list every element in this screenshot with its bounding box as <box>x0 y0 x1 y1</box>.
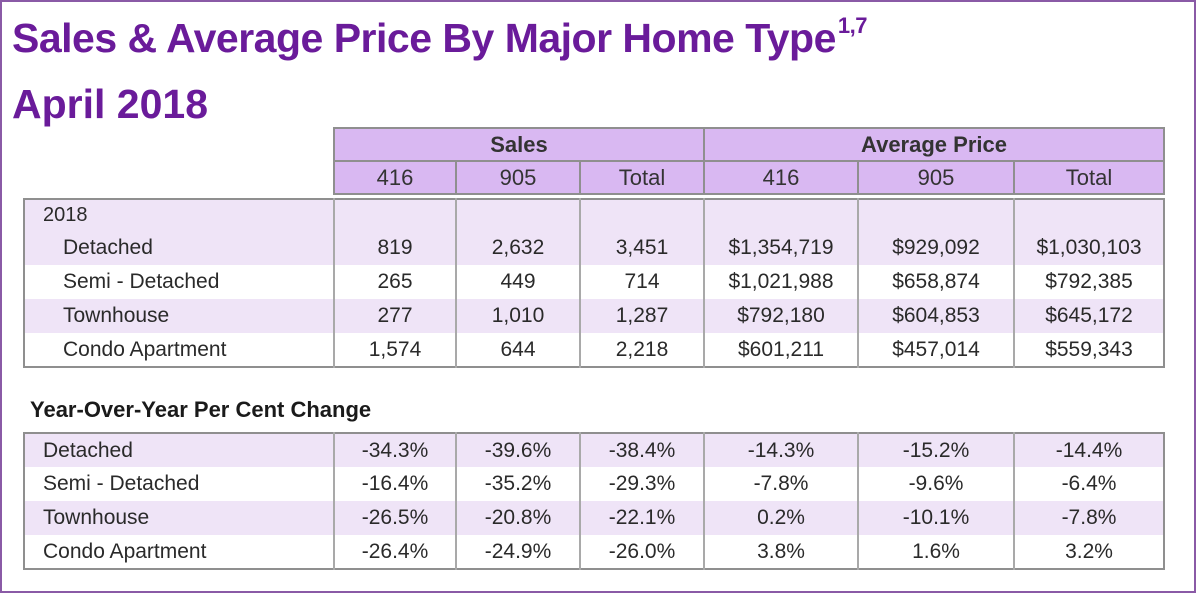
col-header-sales-416: 416 <box>333 160 457 195</box>
table-cell: $604,853 <box>857 299 1014 333</box>
table-cell: -22.1% <box>579 501 704 535</box>
year-label: 2018 <box>24 199 334 231</box>
table-row: Semi - Detached 265 449 714 $1,021,988 $… <box>24 265 1164 299</box>
table-cell: $792,385 <box>1013 265 1164 299</box>
table-cell: 1,010 <box>455 299 580 333</box>
current-year-table: 2018 Detached 819 2,632 3,451 $1,354,719… <box>23 198 1165 368</box>
col-header-sales-905: 905 <box>455 160 581 195</box>
table-cell: -26.4% <box>333 535 456 569</box>
report-period: April 2018 <box>12 81 208 127</box>
table-cell: -14.3% <box>703 433 858 467</box>
table-cell: $792,180 <box>703 299 858 333</box>
table-cell: 1,287 <box>579 299 704 333</box>
table-row: Condo Apartment -26.4% -24.9% -26.0% 3.8… <box>24 535 1164 569</box>
table-cell: -39.6% <box>455 433 580 467</box>
table-cell: 644 <box>455 333 580 367</box>
table-cell: 2,632 <box>455 231 580 265</box>
col-header-price-416: 416 <box>703 160 859 195</box>
table-cell: $559,343 <box>1013 333 1164 367</box>
year-row: 2018 <box>24 199 1164 231</box>
table-cell: -34.3% <box>333 433 456 467</box>
row-label: Condo Apartment <box>43 539 207 563</box>
table-cell: 265 <box>333 265 456 299</box>
row-label: Townhouse <box>24 501 334 535</box>
table-row: Semi - Detached -16.4% -35.2% -29.3% -7.… <box>24 467 1164 501</box>
table-cell: 3.8% <box>703 535 858 569</box>
table-cell: -16.4% <box>333 467 456 501</box>
yoy-section-title: Year-Over-Year Per Cent Change <box>30 397 372 422</box>
row-label: Townhouse <box>24 299 334 333</box>
table-cell: $1,021,988 <box>703 265 858 299</box>
table-cell: -38.4% <box>579 433 704 467</box>
table-cell: -26.0% <box>579 535 704 569</box>
table-cell: 0.2% <box>703 501 858 535</box>
average-price-group-header: Average Price <box>703 127 1165 162</box>
table-cell: 3,451 <box>579 231 704 265</box>
table-cell: 819 <box>333 231 456 265</box>
col-header-sales-total: Total <box>579 160 705 195</box>
table-cell: -20.8% <box>455 501 580 535</box>
table-cell: $929,092 <box>857 231 1014 265</box>
table-cell: $658,874 <box>857 265 1014 299</box>
row-label: Condo Apartment <box>63 337 227 361</box>
table-cell: 714 <box>579 265 704 299</box>
table-cell: $645,172 <box>1013 299 1164 333</box>
table-cell: -10.1% <box>857 501 1014 535</box>
table-cell: -14.4% <box>1013 433 1164 467</box>
table-cell: -7.8% <box>1013 501 1164 535</box>
report-title-text: Sales & Average Price By Major Home Type <box>12 15 836 61</box>
yoy-change-table: Detached -34.3% -39.6% -38.4% -14.3% -15… <box>23 432 1165 570</box>
col-header-price-905: 905 <box>857 160 1015 195</box>
table-cell: -6.4% <box>1013 467 1164 501</box>
table-cell: 1.6% <box>857 535 1014 569</box>
table-cell: $601,211 <box>703 333 858 367</box>
table-row: Townhouse 277 1,010 1,287 $792,180 $604,… <box>24 299 1164 333</box>
table-cell: -35.2% <box>455 467 580 501</box>
row-label: Semi - Detached <box>43 472 200 495</box>
table-cell: 1,574 <box>333 333 456 367</box>
table-cell: -24.9% <box>455 535 580 569</box>
table-cell: -15.2% <box>857 433 1014 467</box>
column-header-block: Sales Average Price 416 905 Total 416 90… <box>333 127 1165 195</box>
table-cell: $457,014 <box>857 333 1014 367</box>
footnote-ref: 1,7 <box>837 13 868 39</box>
table-cell: $1,030,103 <box>1013 231 1164 265</box>
table-cell: 2,218 <box>579 333 704 367</box>
report-title: Sales & Average Price By Major Home Type… <box>12 15 867 61</box>
table-row: Detached -34.3% -39.6% -38.4% -14.3% -15… <box>24 433 1164 467</box>
table-cell: -26.5% <box>333 501 456 535</box>
table-cell: -29.3% <box>579 467 704 501</box>
table-cell: 449 <box>455 265 580 299</box>
table-cell: -9.6% <box>857 467 1014 501</box>
table-row: Condo Apartment 1,574 644 2,218 $601,211… <box>24 333 1164 367</box>
row-label: Semi - Detached <box>63 270 220 293</box>
table-cell: 3.2% <box>1013 535 1164 569</box>
table-cell: -7.8% <box>703 467 858 501</box>
table-cell: $1,354,719 <box>703 231 858 265</box>
row-label: Detached <box>24 433 334 467</box>
table-row: Detached 819 2,632 3,451 $1,354,719 $929… <box>24 231 1164 265</box>
sales-group-header: Sales <box>333 127 705 162</box>
row-label: Detached <box>24 231 334 265</box>
col-header-price-total: Total <box>1013 160 1165 195</box>
table-cell: 277 <box>333 299 456 333</box>
table-row: Townhouse -26.5% -20.8% -22.1% 0.2% -10.… <box>24 501 1164 535</box>
